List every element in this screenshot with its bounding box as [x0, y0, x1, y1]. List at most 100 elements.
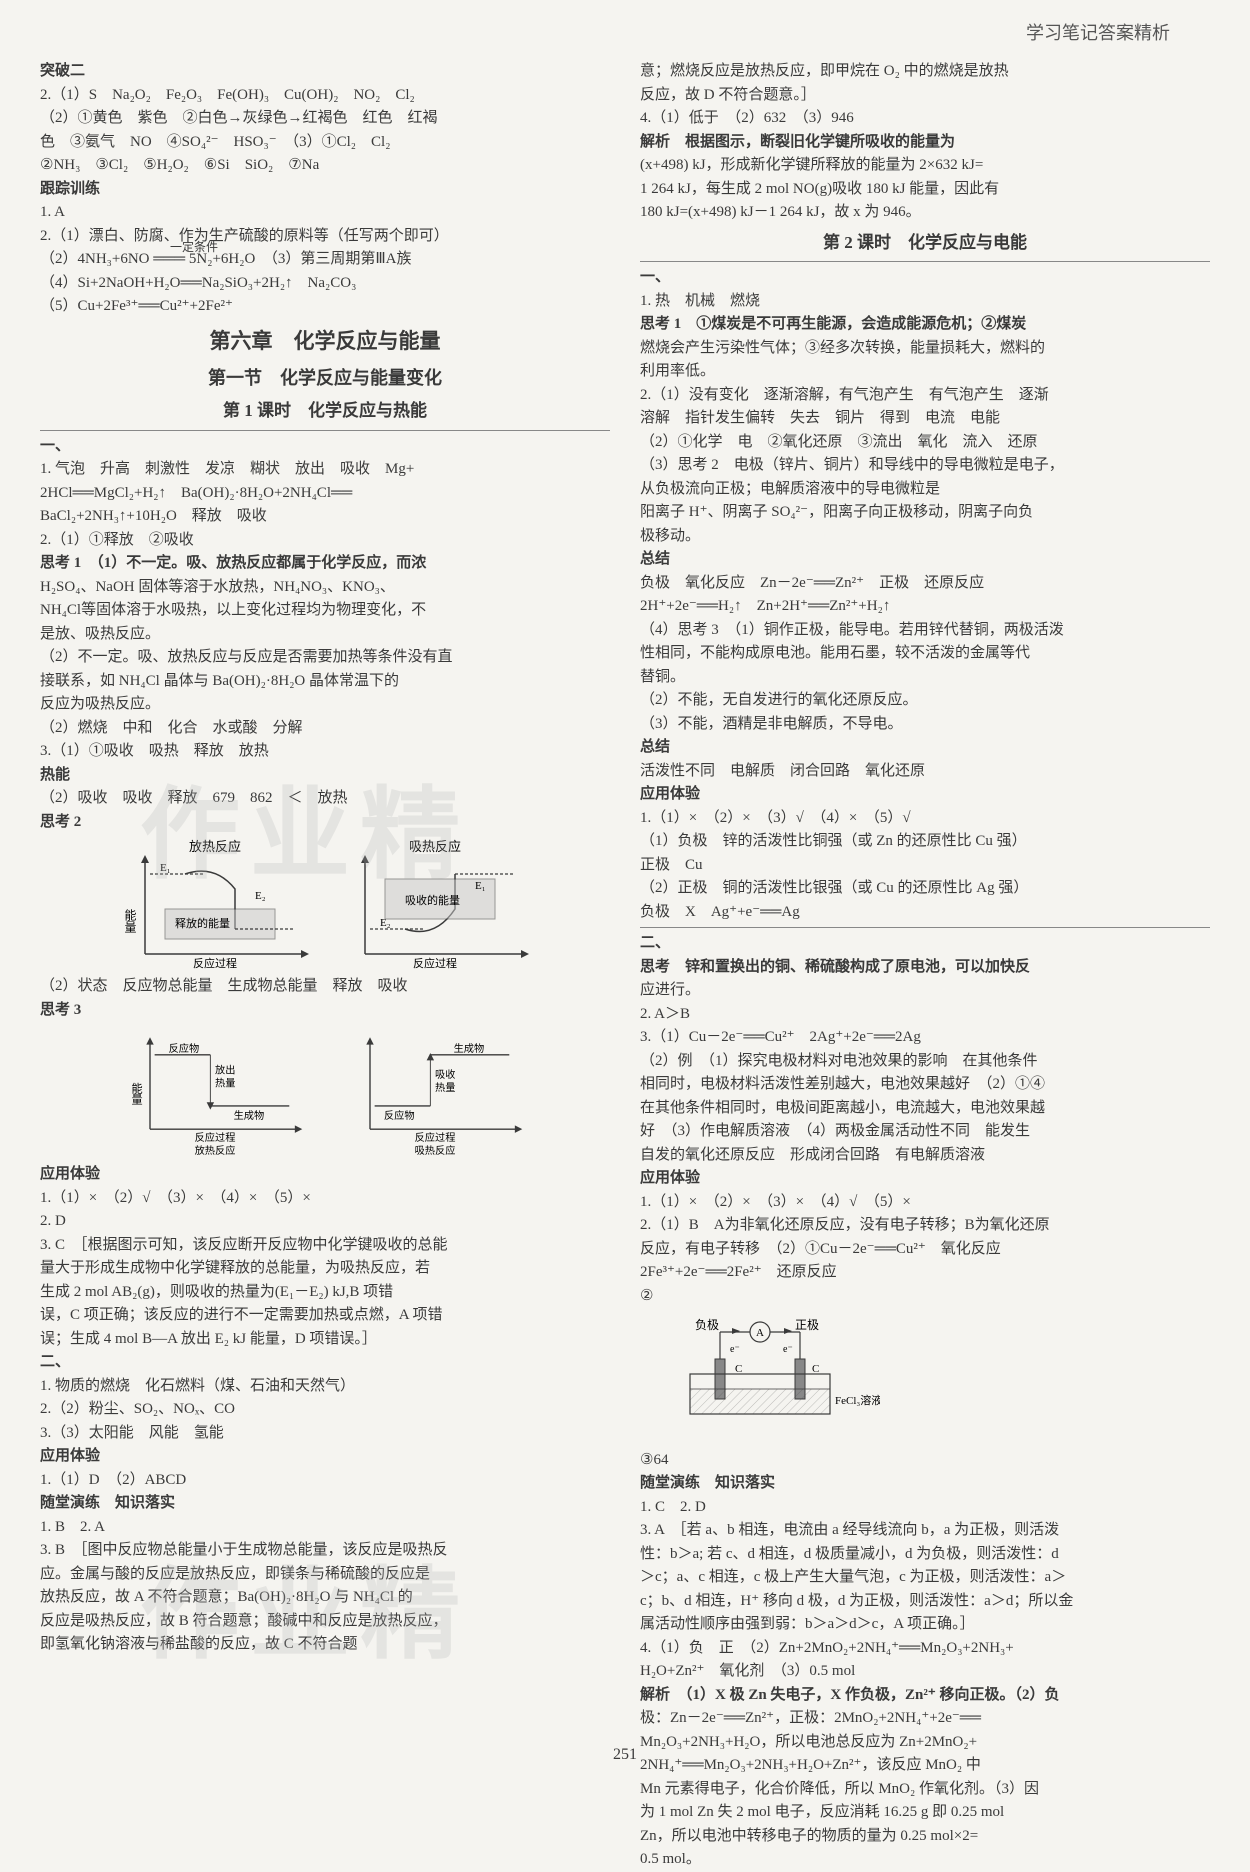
- text-line: 属活动性顺序由强到弱：b＞a＞d＞c，A 项正确。］: [640, 1613, 1210, 1636]
- text-line: 溶解 指针发生偏转 失去 铜片 得到 电流 电能: [640, 407, 1210, 430]
- text-line: （4）思考 3 （1）铜作正极，能导电。若用锌代替铜，两极活泼: [640, 619, 1210, 642]
- text-line: Mn 元素得电子，化合价降低，所以 MnO₂ 作氧化剂。（3）因: [640, 1778, 1210, 1801]
- text-line: （5）Cu+2Fe³⁺══Cu²⁺+2Fe²⁺: [40, 295, 610, 318]
- text-line: 利用率低。: [640, 360, 1210, 383]
- text-line: 1. 气泡 升高 刺激性 发凉 糊状 放出 吸收 Mg+: [40, 458, 610, 481]
- text-line: 误；生成 4 mol B—A 放出 E₂ kJ 能量，D 项错误。］: [40, 1328, 610, 1351]
- text-line: 好 （3）作电解质溶液 （4）两极金属活动性不同 能发生: [640, 1120, 1210, 1143]
- text-line: 色 ③氨气 NO ④SO₄²⁻ HSO₃⁻ （3）①Cl₂ Cl₂: [40, 131, 610, 154]
- svg-text:生成物: 生成物: [454, 1042, 485, 1055]
- thinking-label: 思考 2: [40, 811, 610, 834]
- svg-text:E₂: E₂: [255, 890, 266, 902]
- svg-text:释放的能量: 释放的能量: [175, 916, 230, 930]
- text-line: 180 kJ=(x+498) kJ－1 264 kJ，故 x 为 946。: [640, 201, 1210, 224]
- galvanic-cell-diagram: 负极 正极 A e⁻ e⁻ C C FeCl₃溶液: [640, 1314, 880, 1434]
- text-line: 性相同，不能构成原电池。能用石墨，较不活泼的金属等代: [640, 642, 1210, 665]
- svg-text:正极: 正极: [795, 1318, 819, 1332]
- text-line: 接联系，如 NH₄Cl 晶体与 Ba(OH)₂·8H₂O 晶体常温下的: [40, 670, 610, 693]
- text-line: （2）不能，无自发进行的氧化还原反应。: [640, 689, 1210, 712]
- text-line: 正极 Cu: [640, 854, 1210, 877]
- text-line: 替铜。: [640, 666, 1210, 689]
- svg-text:吸热反应: 吸热反应: [415, 1144, 456, 1157]
- text-line: 反应为吸热反应。: [40, 693, 610, 716]
- text-line: （4）Si+2NaOH+H₂O══Na₂SiO₃+2H₂↑ Na₂CO₃: [40, 272, 610, 295]
- text-line: 3.（3）太阳能 风能 氢能: [40, 1422, 610, 1445]
- section-marker: 二、: [640, 932, 1210, 955]
- text-line: （2）不一定。吸、放热反应与反应是否需要加热等条件没有直: [40, 646, 610, 669]
- text-line: ②NH₃ ③Cl₂ ⑤H₂O₂ ⑥Si SiO₂ ⑦Na: [40, 154, 610, 177]
- summary-heading: 总结: [640, 548, 1210, 571]
- svg-text:热量: 热量: [435, 1081, 455, 1094]
- svg-text:E₁: E₁: [160, 862, 171, 874]
- svg-text:热量: 热量: [215, 1076, 235, 1089]
- page-number: 251: [613, 1743, 637, 1767]
- text-line: (x+498) kJ，形成新化学键所释放的能量为 2×632 kJ=: [640, 154, 1210, 177]
- section-marker: 一、: [40, 435, 610, 458]
- text-line: 1.（1）D （2）ABCD: [40, 1469, 610, 1492]
- svg-text:能量: 能量: [123, 909, 137, 933]
- text-line: 一定条件（2）4NH₃+6NO ═══ 5N₂+6H₂O （3）第三周期第ⅢA族: [40, 248, 610, 271]
- section-marker: 二、: [40, 1351, 610, 1374]
- text-line: 热能: [40, 764, 610, 787]
- section-marker: 一、: [640, 266, 1210, 289]
- analysis-text: 解析 （1）X 极 Zn 失电子，X 作负极，Zn²⁺ 移向正极。（2）负: [640, 1684, 1210, 1707]
- text-line: 3. B ［图中反应物总能量小于生成物总能量，该反应是吸热反: [40, 1539, 610, 1562]
- text-line: 3.（1）①吸收 吸热 释放 放热: [40, 740, 610, 763]
- text-line: 负极 氧化反应 Zn－2e⁻══Zn²⁺ 正极 还原反应: [640, 572, 1210, 595]
- text-line: 2HCl══MgCl₂+H₂↑ Ba(OH)₂·8H₂O+2NH₄Cl══: [40, 482, 610, 505]
- text-line: Zn，所以电池中转移电子的物质的量为 0.25 mol×2=: [640, 1825, 1210, 1848]
- svg-text:反应物: 反应物: [169, 1042, 200, 1055]
- text-line: （3）思考 2 电极（锌片、铜片）和导线中的导电微粒是电子，: [640, 454, 1210, 477]
- svg-text:A: A: [756, 1327, 764, 1339]
- section-title: 第一节 化学反应与能量变化: [40, 365, 610, 392]
- analysis-text: 解析 根据图示，断裂旧化学键所吸收的能量为: [640, 131, 1210, 154]
- text-line: 是放、吸热反应。: [40, 623, 610, 646]
- text-line: 量大于形成生成物中化学键释放的总能量，为吸热反应，若: [40, 1257, 610, 1280]
- text-line: 2. D: [40, 1210, 610, 1233]
- application-heading: 应用体验: [40, 1163, 610, 1186]
- text-line: 1.（1）× （2）× （3）√ （4）× （5）√: [640, 807, 1210, 830]
- text-line: 为 1 mol Zn 失 2 mol 电子，反应消耗 16.25 g 即 0.2…: [640, 1801, 1210, 1824]
- text-line: NH₄Cl等固体溶于水吸热，以上变化过程均为物理变化，不: [40, 599, 610, 622]
- text-line: 负极 X Ag⁺+e⁻══Ag: [640, 901, 1210, 924]
- text-line: ＞c；a、c 相连，c 极上产生大量气泡，c 为正极，则活泼性：a＞: [640, 1566, 1210, 1589]
- text-line: （2）燃烧 中和 化合 水或酸 分解: [40, 717, 610, 740]
- text-line: 相同时，电极材料活泼性差别越大，电池效果越好 （2）①④: [640, 1073, 1210, 1096]
- text-line: 在其他条件相同时，电极间距离越小，电流越大，电池效果越: [640, 1097, 1210, 1120]
- text-line: 2.（1）漂白、防腐、作为生产硫酸的原料等（任写两个即可）: [40, 225, 610, 248]
- svg-text:能量: 能量: [130, 1082, 143, 1105]
- text-line: 生成 2 mol AB₂(g)，则吸收的热量为(E₁－E₂) kJ,B 项错: [40, 1281, 610, 1304]
- tracking-heading: 跟踪训练: [40, 178, 610, 201]
- text-line: 反应是吸热反应，故 B 符合题意；酸碱中和反应是放热反应，: [40, 1610, 610, 1633]
- svg-text:反应过程: 反应过程: [193, 956, 237, 969]
- text-line: c；b、d 相连，H⁺ 移向 d 极，d 为正极，则活泼性：a＞d；所以金: [640, 1590, 1210, 1613]
- text-line: （2）吸收 吸收 释放 679 862 ＜ 放热: [40, 787, 610, 810]
- text-line: （2）①化学 电 ②氧化还原 ③流出 氧化 流入 还原: [640, 431, 1210, 454]
- text-line: 2Fe³⁺+2e⁻══2Fe²⁺ 还原反应: [640, 1261, 1210, 1284]
- svg-text:放出: 放出: [215, 1063, 235, 1076]
- text-line: 1. C 2. D: [640, 1496, 1210, 1519]
- svg-text:e⁻: e⁻: [730, 1344, 740, 1355]
- text-line: 2.（1）B A为非氧化还原反应，没有电子转移；B为氧化还原: [640, 1214, 1210, 1237]
- svg-text:C: C: [735, 1363, 742, 1375]
- svg-text:反应过程: 反应过程: [195, 1131, 236, 1144]
- text-line: 3.（1）Cu－2e⁻══Cu²⁺ 2Ag⁺+2e⁻══2Ag: [640, 1026, 1210, 1049]
- text-line: 即氢氧化钠溶液与稀盐酸的反应，故 C 不符合题: [40, 1633, 610, 1656]
- svg-text:e⁻: e⁻: [783, 1344, 793, 1355]
- svg-text:吸热反应: 吸热反应: [409, 839, 461, 854]
- summary-heading: 总结: [640, 736, 1210, 759]
- svg-text:反应过程: 反应过程: [415, 1131, 456, 1144]
- text-line: 2.（1）S Na₂O₂ Fe₂O₃ Fe(OH)₃ Cu(OH)₂ NO₂ C…: [40, 84, 610, 107]
- lesson-title: 第 1 课时 化学反应与热能: [40, 398, 610, 424]
- text-line: 反应，有电子转移 （2）①Cu－2e⁻══Cu²⁺ 氧化反应: [640, 1238, 1210, 1261]
- text-line: 应进行。: [640, 979, 1210, 1002]
- text-line: 误，C 项正确；该反应的进行不一定需要加热或点燃，A 项错: [40, 1304, 610, 1327]
- text-line: H₂SO₄、NaOH 固体等溶于水放热，NH₄NO₃、KNO₃、: [40, 576, 610, 599]
- text-line: 0.5 mol。: [640, 1848, 1210, 1871]
- text-line: 极移动。: [640, 525, 1210, 548]
- text-line: （3）不能，酒精是非电解质，不导电。: [640, 713, 1210, 736]
- energy-diagrams: 放热反应 能量 E₁ E₂ 释放的能量 反应过程 吸热反应: [40, 839, 610, 969]
- lesson-title: 第 2 课时 化学反应与电能: [640, 230, 1210, 256]
- application-heading: 应用体验: [640, 1167, 1210, 1190]
- exothermic-profile: 能量 反应物 放出 热量 生成物 反应过程 放热反应: [115, 1027, 315, 1157]
